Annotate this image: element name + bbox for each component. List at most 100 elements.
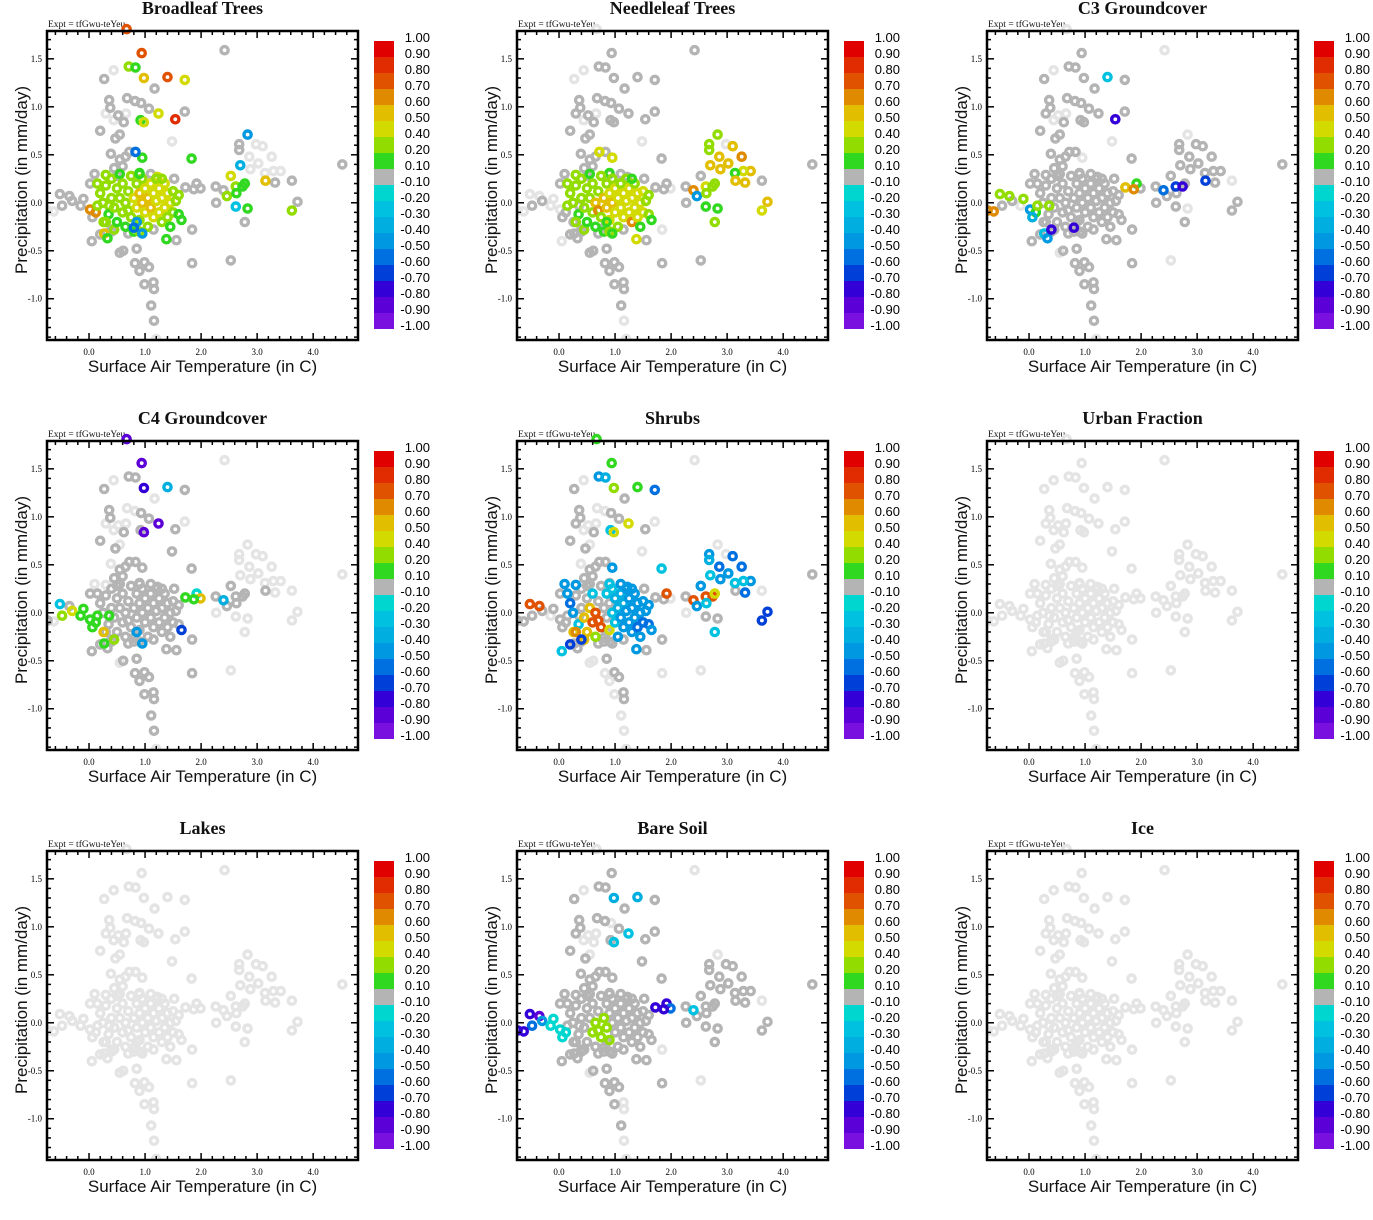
data-point [1206,971,1218,982]
data-point [168,993,180,1005]
colorbar-label: -0.70 [1340,270,1370,285]
colorbar-label: -0.30 [400,616,430,631]
data-point [179,926,191,937]
data-point [1208,165,1219,177]
data-point [1065,990,1077,1002]
colorbar-label: -0.40 [1340,632,1370,647]
data-point [286,615,298,626]
data-point [613,513,625,524]
data-point [86,1055,98,1067]
data-point [1109,524,1121,535]
data-point [130,62,141,73]
data-point [105,968,117,980]
data-point [601,216,612,228]
colorbar-bin [844,265,864,281]
data-point [92,610,103,621]
data-point [1065,580,1077,592]
data-point [230,201,242,212]
data-point [97,197,109,209]
data-point [1165,255,1177,266]
colorbar-label: -0.70 [1340,680,1370,695]
data-point [138,116,150,128]
data-point [595,170,607,182]
data-point [1040,1036,1052,1048]
colorbar-bin [1314,233,1334,249]
data-point [121,92,133,104]
colorbar-label: -0.30 [400,206,430,221]
colorbar-bin [374,153,394,169]
data-point [608,72,620,84]
plot-area: 0.0 1.0 2.0 3.0 4.01.51.00.50.0-0.5-1.01.000… [28,433,430,767]
data-point [260,995,271,1006]
colorbar-label: 1.00 [875,440,900,455]
y-tick-label: 0.0 [31,198,43,208]
colorbar-label: -0.80 [870,696,900,711]
data-point [599,1077,611,1089]
data-point [210,1001,221,1012]
data-point [636,136,648,147]
data-point [118,936,130,948]
colorbar-label: 0.80 [1345,882,1370,897]
data-point [646,624,657,636]
data-point [1015,1020,1026,1031]
colorbar-bin [1314,861,1334,877]
data-point [1088,315,1100,327]
data-point [87,1031,98,1043]
data-point [1150,607,1162,619]
colorbar-bin [374,89,394,105]
data-point [595,1031,607,1043]
data-point [1182,539,1193,550]
data-point [806,569,818,580]
data-point [1108,173,1120,185]
data-point [98,73,110,85]
data-point [613,261,625,273]
data-point [1040,216,1052,228]
data-point [1119,74,1131,86]
data-point [108,634,120,645]
plot-frame [45,439,360,752]
data-point [123,1048,134,1059]
colorbar-label: -0.30 [1340,1026,1370,1041]
colorbar-bin [844,691,864,707]
colorbar-label: 0.60 [875,94,900,109]
colorbar-bin [1314,1117,1334,1133]
data-point [606,638,618,649]
data-point [545,1020,556,1031]
data-point [994,188,1006,200]
data-point [218,594,229,606]
data-point [1101,1053,1112,1065]
data-point [1051,626,1063,638]
data-point [613,1081,625,1093]
colorbar-label: 0.80 [1345,62,1370,77]
data-point [649,516,661,527]
colorbar-bin [1314,137,1334,153]
data-point [564,639,576,650]
y-tick-label: 0.5 [31,970,43,980]
data-point [1065,170,1077,182]
data-point [601,653,612,665]
data-point [186,257,198,269]
colorbar-label: 0.10 [1345,978,1370,993]
colorbar-label: -1.00 [1340,1138,1370,1153]
data-point [756,205,768,216]
y-tick-label: 0.0 [501,1018,513,1028]
y-tick-label: -0.5 [28,656,43,666]
colorbar-label: 0.10 [405,158,430,173]
data-point [1083,103,1095,114]
panel-title: Needleleaf Trees [609,0,736,18]
data-point [643,599,654,611]
expt-label: Expt = tfGwu-teYeu [518,20,596,30]
data-point [570,626,582,638]
data-point [1150,181,1161,192]
data-point [234,569,246,581]
data-point [102,232,113,244]
data-point [1069,667,1081,679]
data-point [988,1026,1000,1037]
data-point [568,483,580,495]
data-point [593,595,604,607]
colorbar-label: -0.20 [870,190,900,205]
colorbar-bin [1314,1037,1334,1053]
data-point [145,1120,157,1131]
y-tick-label: 1.5 [31,874,43,884]
colorbar-label: 0.50 [1345,930,1370,945]
